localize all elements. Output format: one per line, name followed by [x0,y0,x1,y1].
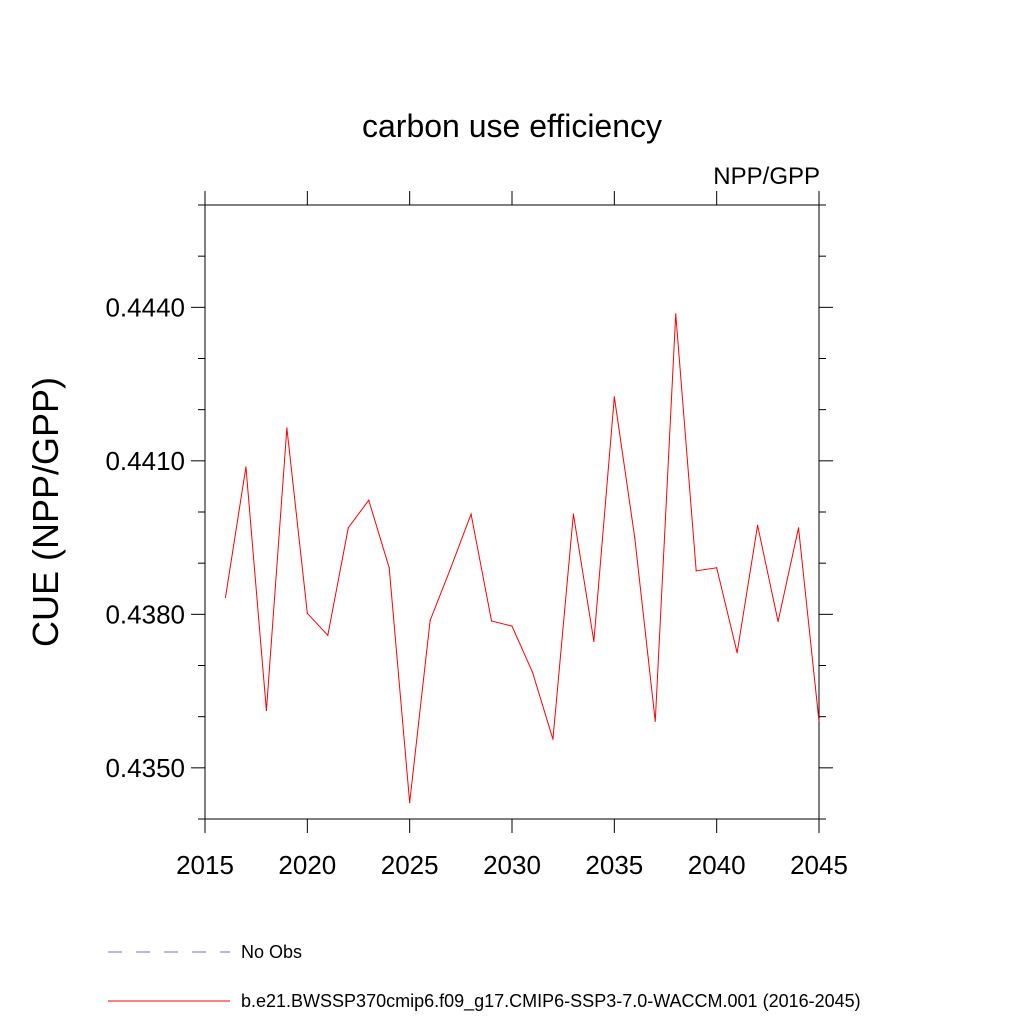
legend: No Obs b.e21.BWSSP370cmip6.f09_g17.CMIP6-… [108,942,861,1012]
series-line [224,313,820,803]
x-tick-label: 2025 [381,850,439,880]
data-point [409,802,411,804]
data-point [797,527,800,529]
data-point [265,709,267,712]
data-point [716,567,718,569]
y-tick-label: 0.4410 [105,446,185,476]
data-point [736,652,738,654]
data-point [224,596,227,599]
data-point [654,720,656,722]
data-point [306,612,308,614]
chart-title: carbon use efficiency [362,108,662,144]
data-point [245,466,247,468]
data-point [511,625,513,627]
data-point [286,427,288,429]
data-point [572,513,575,515]
data-point [695,570,697,572]
data-point [368,499,370,501]
data-point [490,620,493,622]
legend-label: No Obs [241,942,302,962]
data-point [552,738,554,740]
x-tick-label: 2030 [483,850,541,880]
legend-label: b.e21.BWSSP370cmip6.f09_g17.CMIP6-SSP3-7… [241,991,861,1012]
y-tick-label: 0.4440 [105,292,185,322]
y-tick-label: 0.4380 [105,599,185,629]
data-point [429,619,431,622]
data-point [347,527,349,529]
data-point [675,313,677,315]
data-point [388,567,390,569]
series-layer [224,313,820,804]
x-tick-label: 2035 [585,850,643,880]
x-axis: 2015 2020 2025 2030 2035 2040 2045 [176,191,848,880]
data-point [450,567,452,569]
data-point [634,537,636,539]
y-axis-label: CUE (NPP/GPP) [25,377,66,647]
data-point [613,396,615,398]
plot-frame [204,204,820,820]
data-point [470,513,472,515]
data-point [818,720,820,722]
data-point [327,634,329,636]
data-point [757,524,759,526]
chart-subtitle: NPP/GPP [713,163,820,190]
x-tick-label: 2040 [688,850,746,880]
x-tick-label: 2045 [790,850,848,880]
y-axis: 0.4350 0.4380 0.4410 0.4440 [105,204,833,820]
data-point [593,640,595,643]
data-point [531,671,534,673]
data-point [777,620,779,623]
y-tick-label: 0.4350 [105,753,185,783]
x-tick-label: 2015 [176,850,234,880]
x-tick-label: 2020 [278,850,336,880]
